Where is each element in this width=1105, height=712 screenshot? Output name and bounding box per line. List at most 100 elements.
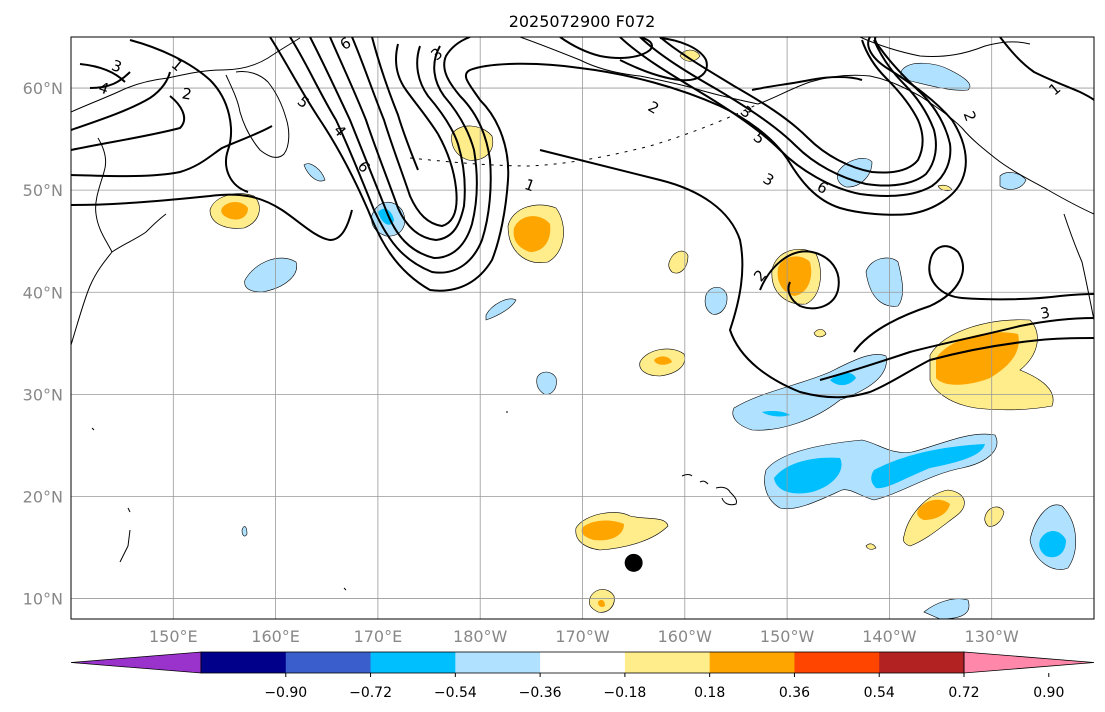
positive-anomaly-region	[984, 506, 1005, 527]
positive-anomaly-region	[917, 499, 950, 520]
lat-label: 20°N	[23, 487, 63, 506]
longitude-labels: 150°E 160°E 170°E 180°W 170°W 160°W 150°W 140°W…	[149, 627, 1019, 646]
contour-line	[659, 37, 924, 174]
negative-anomaly-region	[774, 457, 842, 494]
colorbar-segment	[370, 652, 456, 673]
lon-label: 180°W	[453, 627, 508, 646]
positive-anomaly-region	[513, 216, 551, 252]
negative-anomaly-region	[244, 257, 297, 293]
contour-line	[289, 37, 492, 274]
lon-label: 150°E	[149, 627, 198, 646]
contour-line	[351, 37, 458, 228]
negative-anomaly-region	[865, 257, 903, 307]
negative-anomaly-region	[303, 163, 326, 182]
lat-label: 50°N	[23, 181, 63, 200]
negative-anomaly-region	[485, 298, 517, 321]
contour-line	[559, 37, 653, 59]
colorbar-tick-label: 0.72	[948, 685, 979, 701]
positive-anomaly-region	[598, 599, 605, 607]
contour-line	[269, 37, 967, 292]
contour-line	[79, 63, 131, 89]
colorbar-tick-label: −0.18	[603, 685, 646, 701]
coastline-japan	[71, 137, 167, 346]
negative-anomaly-region	[836, 158, 873, 188]
lon-label: 130°W	[965, 627, 1020, 646]
coastline-north-america	[1063, 213, 1094, 321]
map-title: 2025072900 F072	[509, 12, 656, 31]
lon-label: 160°W	[658, 627, 713, 646]
contour-line	[853, 245, 1094, 353]
contour-line	[329, 37, 466, 242]
colorbar-segment	[285, 652, 372, 673]
lat-label: 60°N	[23, 79, 63, 98]
anomaly-shading	[209, 49, 1077, 619]
coastlines	[71, 37, 1094, 591]
latitude-labels: 60°N 50°N 40°N 30°N 20°N 10°N	[23, 79, 63, 609]
positive-anomaly-region	[654, 356, 672, 365]
lat-label: 30°N	[23, 385, 63, 404]
contour-line	[539, 149, 1094, 399]
colorbar-segment	[879, 652, 965, 673]
colorbar-segment	[455, 652, 541, 673]
positive-anomaly-region	[668, 250, 689, 274]
coastline-kamchatka	[225, 71, 290, 158]
colorbar-segment	[201, 652, 287, 673]
negative-anomaly-region	[704, 286, 728, 315]
colorbar-tick-label: 0.18	[694, 685, 725, 701]
coastline-alaska-north	[859, 37, 1031, 57]
lat-label: 40°N	[23, 283, 63, 302]
colorbar-tick-label: 0.90	[1033, 685, 1064, 701]
colorbar-tick-label: 0.36	[779, 685, 810, 701]
colorbar-tick-label: −0.36	[519, 685, 562, 701]
coastline-hawaii	[681, 474, 737, 506]
coastline-asia	[71, 37, 301, 113]
map-frame	[70, 36, 1095, 620]
coastline-small-islands	[91, 411, 508, 591]
positive-anomaly-region	[813, 329, 827, 338]
colorbar-tick-label: −0.72	[349, 685, 392, 701]
negative-anomaly-region	[999, 172, 1027, 190]
height-contours	[71, 37, 1094, 399]
negative-anomaly-region	[1039, 531, 1066, 558]
contour-label: 2	[181, 84, 194, 103]
negative-anomaly-region	[762, 411, 790, 417]
contour-line	[71, 95, 186, 151]
positive-anomaly-region	[221, 202, 248, 220]
colorbar-extend-low	[70, 651, 202, 674]
storm-position-marker	[624, 553, 643, 572]
colorbar: −0.90 −0.72 −0.54 −0.36 −0.18 0.18 0.36 0.54 0.7…	[70, 651, 1095, 701]
contour-line	[639, 37, 937, 187]
positive-anomaly-region	[865, 543, 877, 550]
lat-label: 10°N	[23, 590, 63, 609]
contour-line	[999, 37, 1094, 101]
contour-line	[129, 39, 249, 193]
contour-line	[819, 317, 1094, 381]
contour-line	[371, 37, 419, 171]
colorbar-extend-high	[963, 651, 1095, 674]
colorbar-tick-label: 0.54	[864, 685, 895, 701]
lon-label: 170°W	[555, 627, 610, 646]
colorbar-frame	[200, 651, 965, 674]
contour-line	[309, 37, 478, 260]
coastline-aleutians	[409, 103, 759, 167]
colorbar-segment	[794, 652, 880, 673]
contour-line	[619, 37, 708, 82]
contour-line	[71, 71, 171, 131]
contour-line	[71, 193, 353, 242]
contour-line	[759, 250, 840, 310]
contour-line	[71, 125, 273, 178]
negative-anomaly-region	[536, 371, 557, 395]
contour-label: 3	[1039, 303, 1052, 322]
map-area: 3 1 4 2 6 3 5 6 4 1 2 3 5 6 3 2 1 2 3	[71, 37, 1094, 619]
lon-label: 140°W	[862, 627, 917, 646]
lon-label: 150°W	[760, 627, 815, 646]
negative-anomaly-region	[923, 598, 970, 619]
colorbar-segment	[540, 652, 626, 673]
positive-anomaly-region	[581, 520, 624, 541]
colorbar-tick-label: −0.54	[434, 685, 477, 701]
negative-anomaly-region	[871, 444, 985, 489]
colorbar-tick-label: −0.90	[264, 685, 307, 701]
colorbar-segment	[709, 652, 795, 673]
contour-line	[751, 76, 863, 91]
